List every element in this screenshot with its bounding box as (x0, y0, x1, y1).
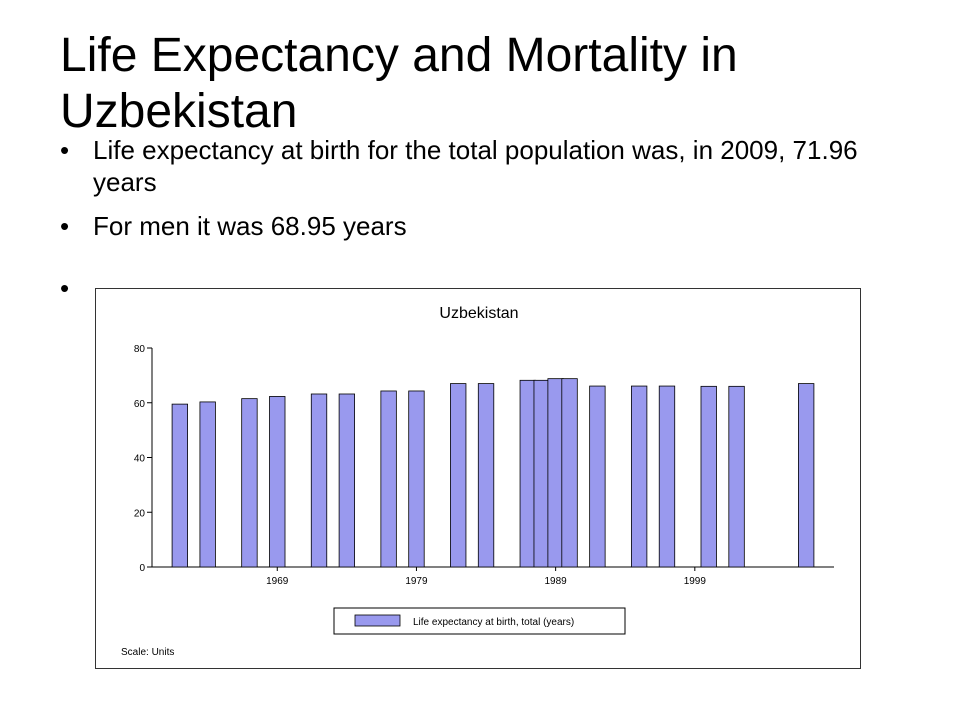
bar (798, 383, 815, 568)
bars (171, 378, 815, 568)
legend-label: Life expectancy at birth, total (years) (413, 617, 574, 628)
bar (241, 398, 258, 568)
bullet-dot-icon: • (60, 135, 70, 165)
y-ticks: 0 20 40 60 80 (134, 344, 152, 574)
x-tick-label: 1979 (405, 576, 428, 587)
chart-title: Uzbekistan (439, 305, 518, 322)
bar (658, 385, 676, 568)
bar (338, 393, 356, 568)
bar (380, 390, 397, 568)
bar (477, 383, 495, 568)
bullet-text: For men it was 68.95 years (93, 211, 407, 241)
slide-title: Life Expectancy and Mortality in Uzbekis… (60, 29, 738, 138)
x-tick-label: 1999 (684, 576, 707, 587)
bullet-item-life-expectancy: • Life expectancy at birth for the total… (60, 134, 900, 210)
bar (269, 396, 286, 568)
bullet-text: Life expectancy at birth for the total p… (93, 135, 858, 197)
bar (408, 390, 425, 568)
bar (519, 379, 536, 568)
chart-panel: Uzbekistan 0 20 40 60 80 1969 1979 1989 1999 Li… (95, 288, 861, 669)
life-expectancy-chart: Uzbekistan 0 20 40 60 80 1969 1979 1989 1999 Li… (121, 305, 834, 658)
bar (630, 385, 648, 568)
bullet-dot-icon: • (60, 211, 70, 241)
bar (700, 385, 717, 568)
legend: Life expectancy at birth, total (years) (333, 607, 626, 635)
bar (533, 379, 550, 568)
y-tick-label: 60 (134, 399, 146, 410)
x-ticks: 1969 1979 1989 1999 (266, 567, 706, 587)
bullet-dot-icon: • (60, 273, 70, 303)
y-tick-label: 40 (134, 454, 146, 465)
bar (728, 385, 745, 568)
scale-note: Scale: Units (121, 647, 174, 658)
x-tick-label: 1969 (266, 576, 289, 587)
bullet-item-men: • For men it was 68.95 years (60, 210, 900, 272)
legend-swatch (354, 614, 401, 627)
bar (561, 378, 578, 568)
bullet-list: • Life expectancy at birth for the total… (60, 134, 900, 303)
bar (310, 393, 328, 568)
bar (171, 403, 188, 568)
bar (199, 401, 216, 568)
bar (450, 383, 467, 568)
y-tick-label: 80 (134, 344, 146, 355)
bar (589, 385, 606, 568)
y-tick-label: 20 (134, 508, 146, 519)
y-tick-label: 0 (139, 563, 145, 574)
bar (547, 378, 564, 568)
x-tick-label: 1989 (545, 576, 568, 587)
